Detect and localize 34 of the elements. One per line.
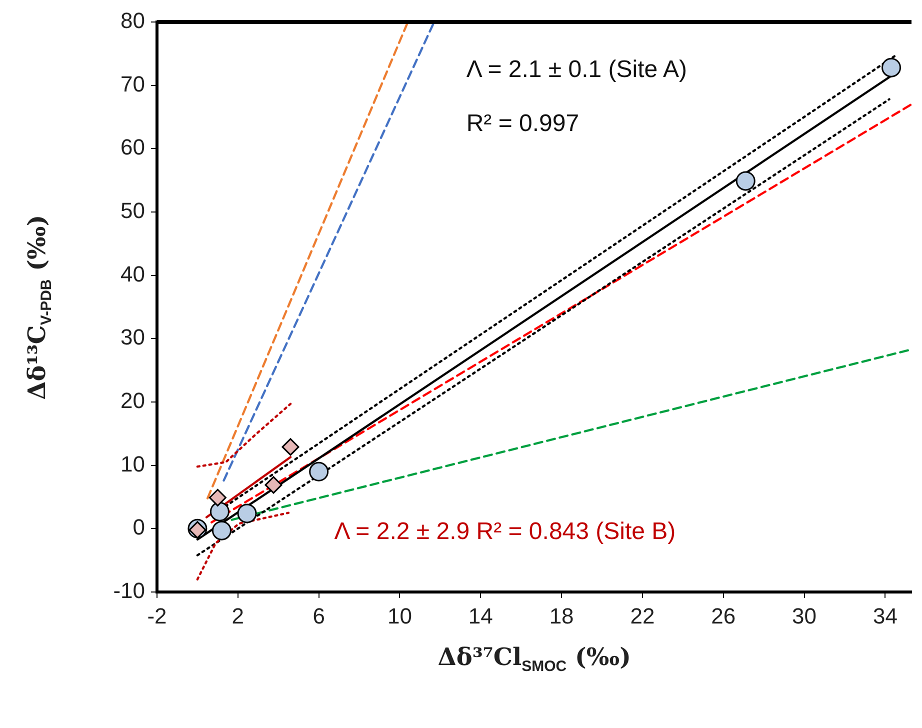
x-tick-label: 34 — [872, 603, 898, 628]
x-tick-label: 22 — [630, 603, 655, 628]
x-tick-label: 6 — [312, 603, 325, 628]
x-tick-label: 10 — [387, 603, 412, 628]
y-tick-label: 60 — [120, 134, 145, 160]
x-tick-label: -2 — [147, 603, 167, 628]
line-series — [196, 402, 292, 468]
annotation: R² = 0.997 — [466, 110, 580, 138]
y-tick-label: 40 — [120, 261, 145, 286]
y-tick-label: 20 — [120, 388, 145, 414]
y-tick-label: 30 — [120, 324, 145, 350]
annotation: Λ = 2.1 ± 0.1 (Site A) — [466, 56, 687, 84]
point — [212, 520, 232, 540]
point — [309, 462, 329, 482]
x-tick-label: 26 — [711, 603, 736, 628]
point — [736, 171, 756, 191]
point — [264, 476, 282, 494]
y-tick-label: -10 — [113, 578, 145, 604]
point — [282, 438, 300, 456]
point — [882, 58, 902, 78]
x-axis-title: Δδ³⁷Cl$_{SMOC}$ (‰) — [438, 642, 631, 675]
y-tick-label: 80 — [120, 8, 145, 34]
point — [210, 502, 230, 522]
x-tick-label: 14 — [468, 603, 493, 628]
x-tick-label: 2 — [232, 603, 244, 628]
point — [208, 488, 226, 506]
y-tick-label: 10 — [120, 451, 145, 476]
point — [237, 504, 257, 524]
y-tick-label: 50 — [120, 198, 145, 224]
x-tick-label: 18 — [549, 603, 574, 628]
annotation: Λ = 2.2 ± 2.9 R² = 0.843 (Site B) — [334, 518, 676, 546]
x-tick-label: 30 — [792, 603, 817, 628]
y-tick-label: 0 — [132, 514, 145, 540]
y-tick-label: 70 — [120, 71, 145, 96]
